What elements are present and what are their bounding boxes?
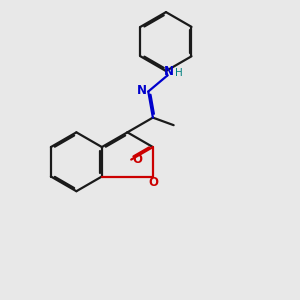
Text: H: H: [175, 68, 182, 78]
Text: N: N: [164, 64, 174, 77]
Text: O: O: [148, 176, 158, 190]
Text: N: N: [137, 83, 147, 97]
Text: O: O: [133, 153, 143, 166]
